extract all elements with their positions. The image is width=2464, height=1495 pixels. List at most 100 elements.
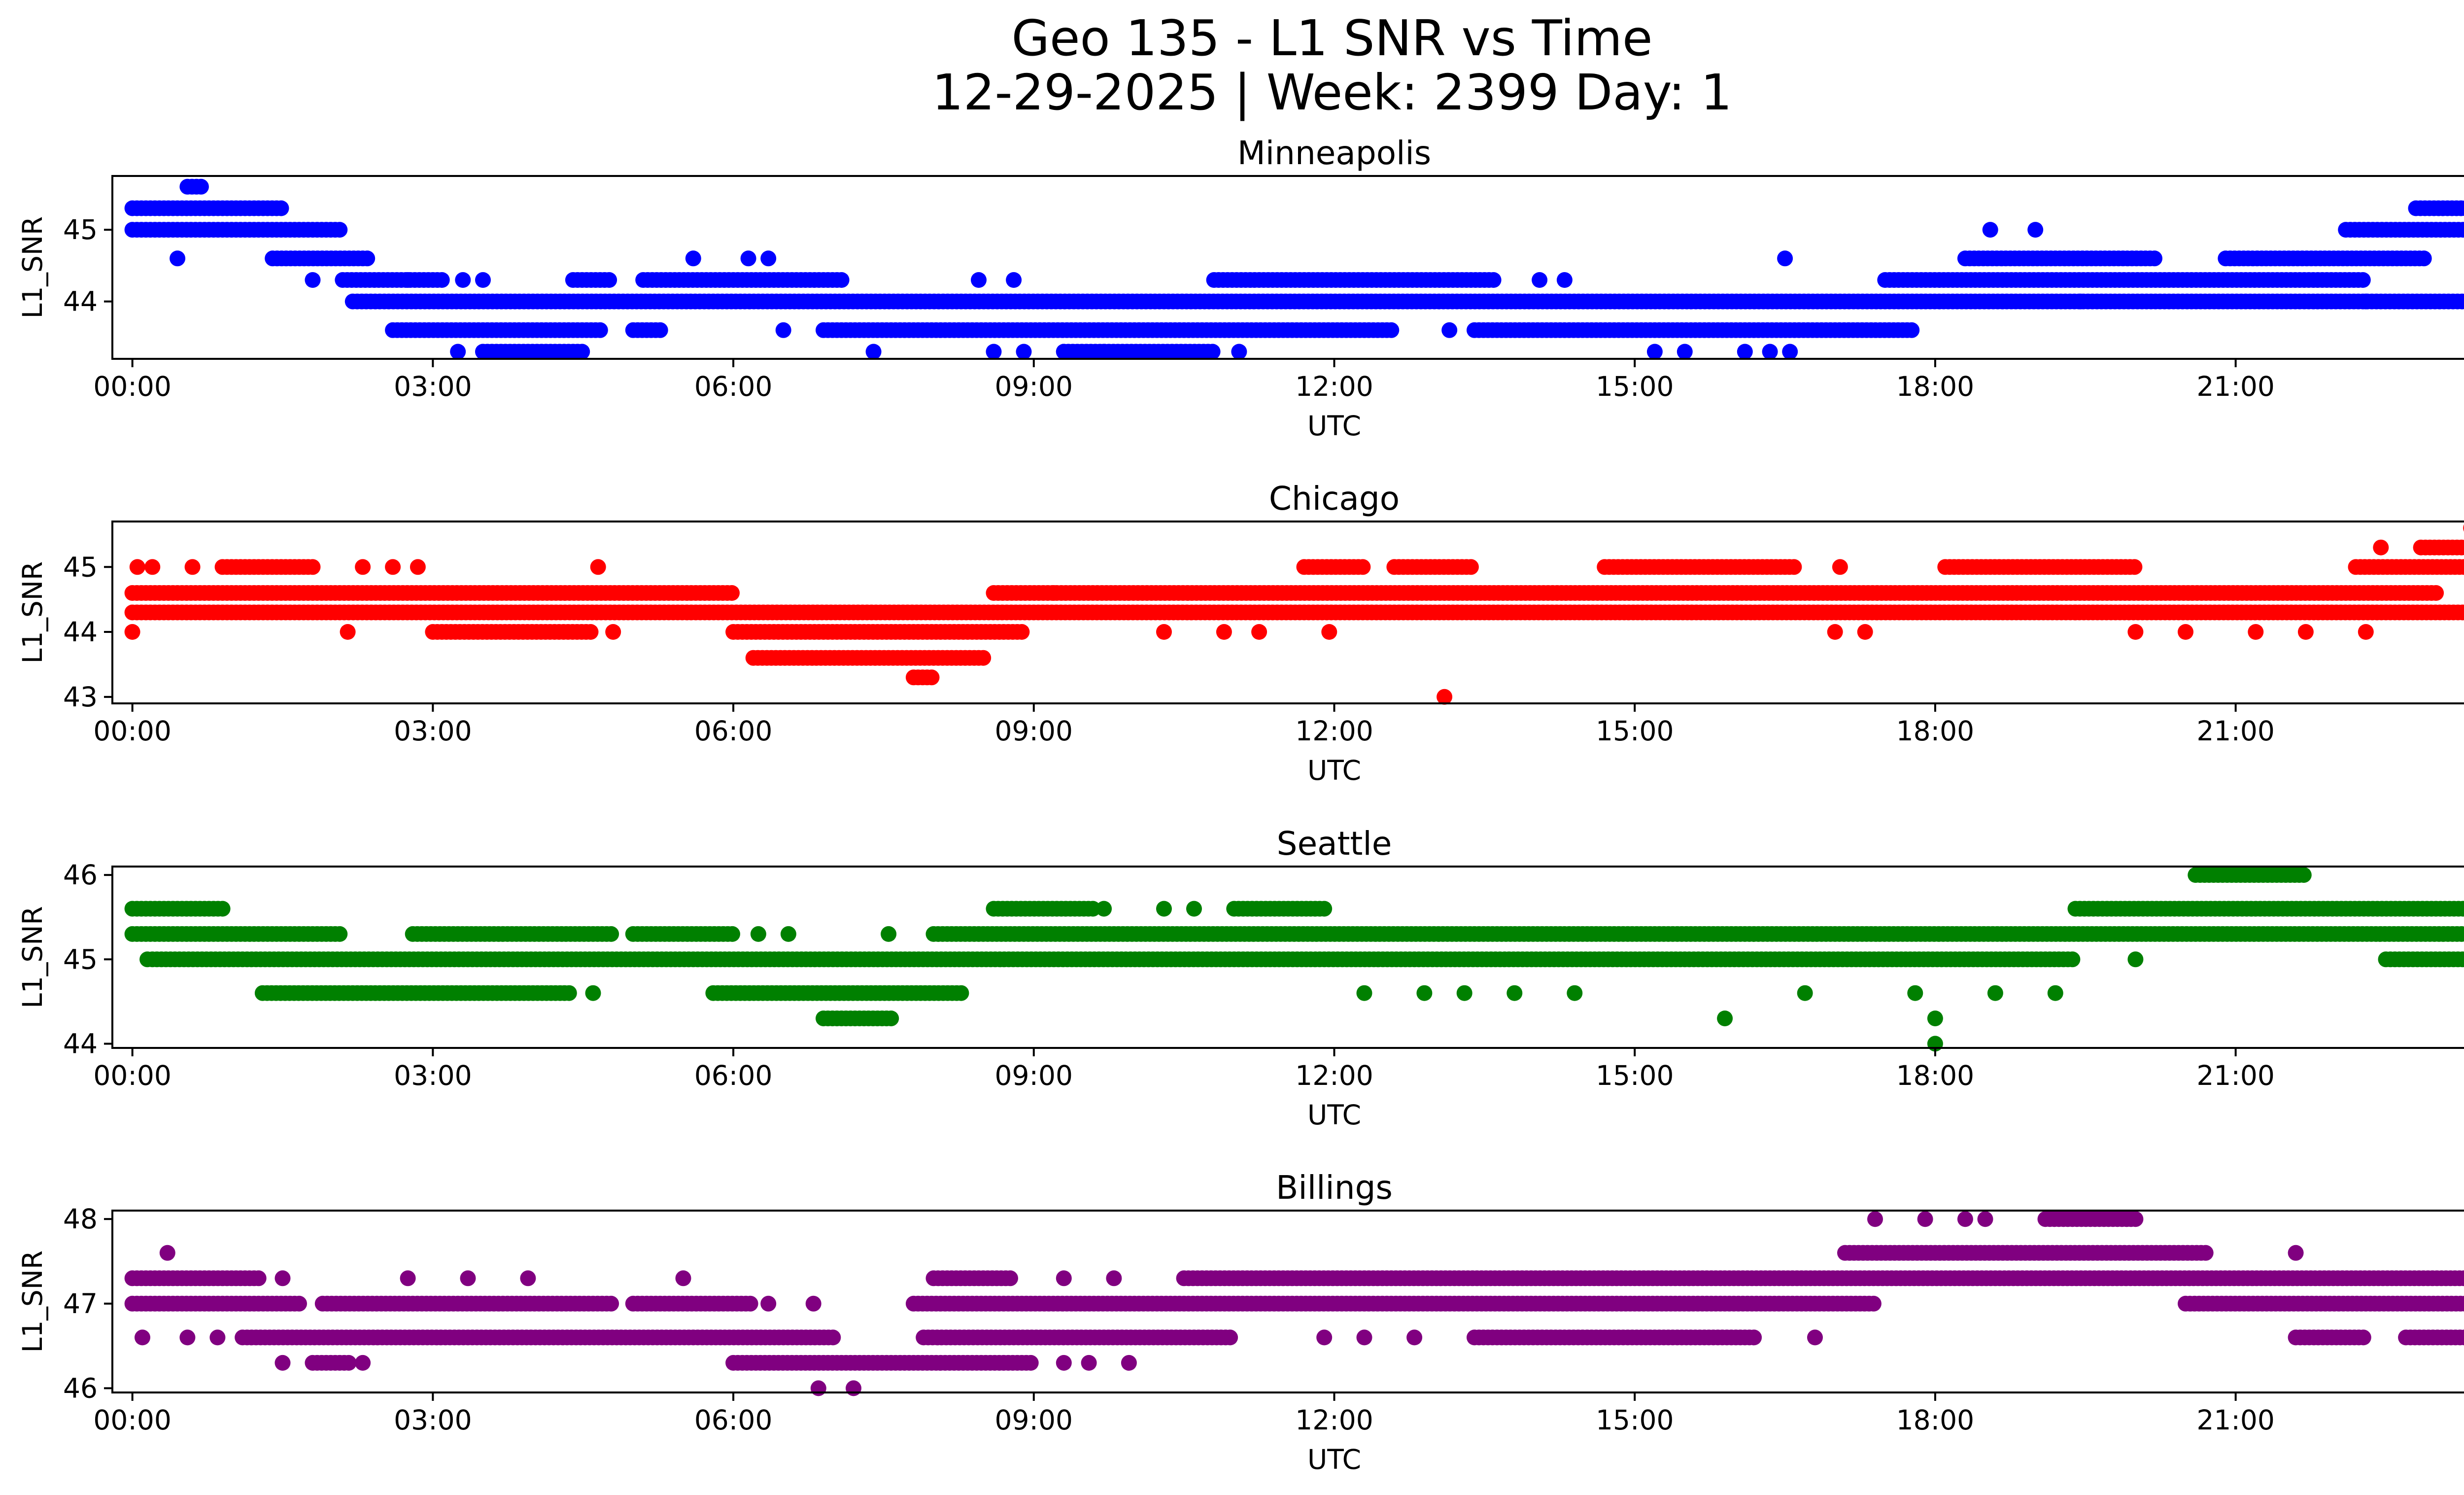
data-point	[1782, 344, 1798, 360]
x-axis-label: UTC	[1307, 755, 1361, 786]
series-markers	[124, 178, 2464, 360]
data-point	[971, 272, 987, 288]
data-point	[1987, 985, 2003, 1001]
data-point	[590, 559, 606, 575]
data-point	[2358, 293, 2374, 310]
data-point	[2067, 604, 2084, 621]
data-point	[170, 250, 186, 267]
data-point	[455, 272, 471, 288]
y-tick-label: 44	[63, 1028, 98, 1059]
data-point	[1156, 624, 1172, 640]
data-point	[1904, 322, 1920, 338]
data-point	[1014, 624, 1030, 640]
data-point	[400, 272, 416, 288]
panel-title: Chicago	[1269, 480, 1400, 518]
data-point	[685, 250, 701, 267]
data-point	[434, 272, 450, 288]
data-point	[1797, 985, 1813, 1001]
data-point	[750, 926, 766, 942]
data-point	[2461, 560, 2464, 574]
data-point	[561, 985, 577, 1001]
series-markers	[124, 1211, 2464, 1396]
data-point	[250, 1270, 267, 1286]
data-point	[2459, 952, 2464, 967]
data-point	[385, 559, 401, 575]
y-axis-label: L1_SNR	[17, 561, 48, 663]
data-point	[881, 926, 897, 942]
y-tick-label: 43	[63, 681, 98, 713]
x-tick-label: 03:00	[394, 371, 472, 402]
data-point	[1096, 344, 1112, 360]
data-point	[724, 585, 740, 601]
data-point	[2358, 624, 2374, 640]
y-axis-label: L1_SNR	[17, 906, 48, 1008]
data-point	[1356, 985, 1372, 1001]
data-point	[975, 650, 992, 666]
data-point	[1532, 272, 1548, 288]
data-point	[986, 344, 1002, 360]
data-point	[1321, 624, 1337, 640]
data-point	[2458, 200, 2464, 216]
data-point	[2458, 540, 2464, 556]
data-point	[652, 322, 668, 338]
data-point	[2064, 951, 2081, 968]
data-point	[1156, 901, 1172, 917]
data-point	[780, 926, 796, 942]
data-point	[574, 344, 590, 360]
data-point	[1786, 559, 1802, 575]
data-point	[291, 1295, 307, 1312]
data-point	[1016, 344, 1032, 360]
data-point	[1204, 344, 1221, 360]
x-axis-label: UTC	[1307, 1099, 1361, 1131]
x-tick-label: 18:00	[1896, 715, 1975, 747]
data-point	[332, 926, 348, 942]
data-point	[1982, 222, 1998, 238]
x-tick-label: 12:00	[1295, 371, 1373, 402]
x-tick-label: 12:00	[1295, 1060, 1373, 1091]
data-point	[2463, 929, 2464, 939]
data-point	[1437, 689, 1453, 705]
data-point	[1441, 322, 1458, 338]
data-point	[2460, 902, 2464, 916]
data-point	[1231, 344, 1247, 360]
data-point	[2297, 624, 2314, 640]
y-tick-label: 44	[63, 616, 98, 648]
data-point	[2373, 539, 2389, 556]
data-point	[1096, 901, 1112, 917]
data-point	[833, 272, 850, 288]
x-tick-label: 00:00	[93, 371, 171, 402]
data-point	[1186, 901, 1202, 917]
data-point	[585, 985, 601, 1001]
data-point	[355, 559, 371, 575]
data-point	[724, 926, 740, 942]
x-tick-label: 09:00	[995, 371, 1073, 402]
data-point	[2178, 624, 2193, 640]
panel-title: Seattle	[1277, 825, 1392, 863]
y-tick-label: 45	[63, 214, 98, 245]
data-point	[1677, 344, 1693, 360]
x-tick-label: 18:00	[1896, 371, 1975, 402]
data-point	[273, 200, 289, 216]
figure-title-line1: Geo 135 - L1 SNR vs Time	[1012, 9, 1653, 67]
data-point	[582, 624, 599, 640]
data-point	[1383, 322, 1400, 338]
x-tick-label: 09:00	[995, 715, 1073, 747]
data-point	[2459, 605, 2464, 620]
data-point	[2457, 1295, 2464, 1312]
x-tick-label: 06:00	[694, 715, 773, 747]
x-tick-label: 03:00	[394, 715, 472, 747]
data-point	[1463, 559, 1479, 575]
data-point	[2428, 585, 2444, 601]
data-point	[340, 624, 356, 640]
data-point	[1865, 1295, 1882, 1312]
data-point	[1762, 344, 1778, 360]
data-point	[1485, 272, 1502, 288]
data-point	[139, 951, 156, 968]
series-markers	[124, 867, 2464, 1052]
data-point	[2460, 222, 2464, 237]
data-point	[2047, 985, 2063, 1001]
data-point	[2461, 1272, 2464, 1285]
x-tick-label: 21:00	[2196, 371, 2275, 402]
